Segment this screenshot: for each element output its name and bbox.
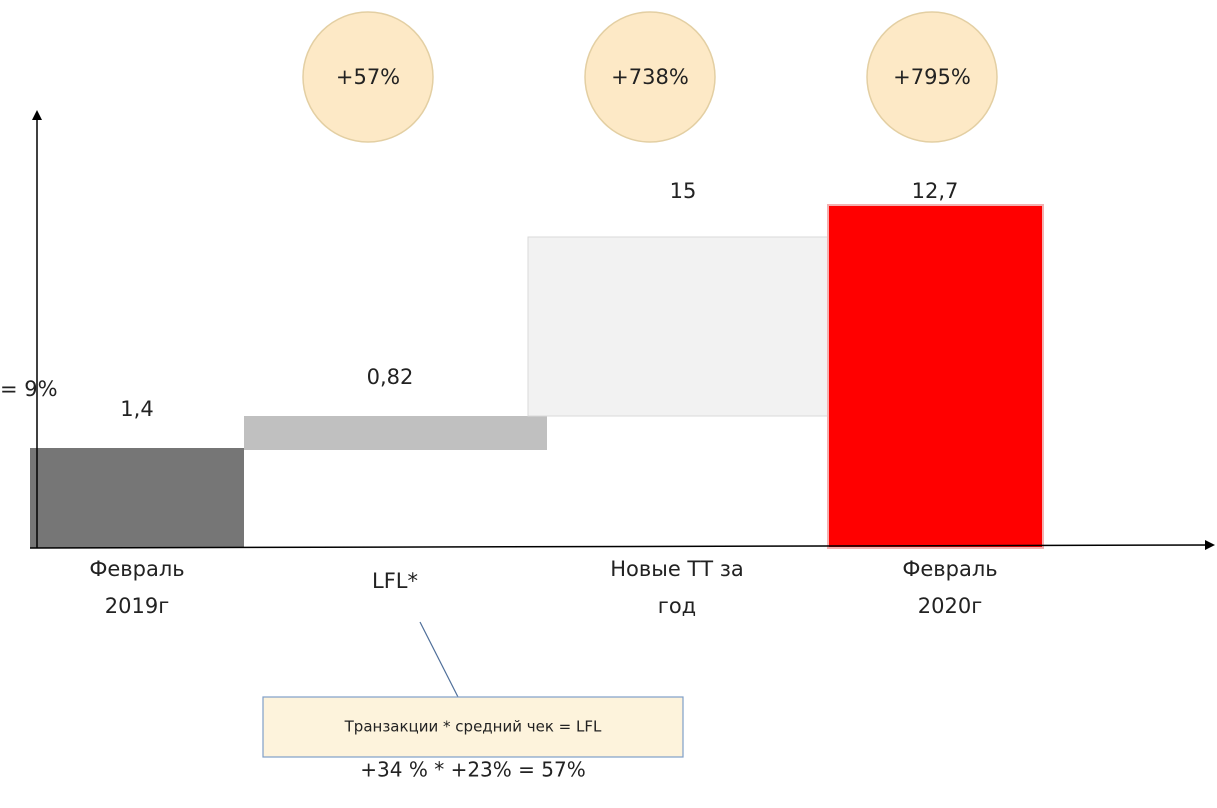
bar-label: 1,4 [120, 397, 153, 421]
category-label: 2020г [918, 594, 982, 618]
category-label: год [658, 594, 696, 618]
category-label: LFL* [372, 569, 418, 593]
formula: +34 % * +23% = 57% [360, 758, 585, 782]
bar-label: 12,7 [912, 179, 959, 203]
bar [30, 448, 244, 548]
bar-label: 15 [670, 179, 697, 203]
category-label: Новые ТТ за [610, 557, 744, 581]
circles: +57% +738% +795% [302, 11, 998, 143]
callout-line [419, 621, 459, 698]
circle-label: +795% [893, 65, 971, 89]
circle [302, 11, 434, 143]
circle [584, 11, 716, 143]
side-note: = 9% [0, 377, 58, 401]
callout-text: Транзакции * средний чек = LFL [344, 718, 602, 736]
bar [527, 236, 829, 417]
category-label: 2019г [105, 594, 169, 618]
callout-box [262, 696, 684, 758]
circle [866, 11, 998, 143]
bar-label: 0,82 [367, 365, 414, 389]
circle-label: +738% [611, 65, 689, 89]
category-label: Февраль [902, 557, 997, 581]
category-label: Февраль [89, 557, 184, 581]
circle-label: +57% [336, 65, 400, 89]
bar [827, 204, 1044, 549]
bar [244, 416, 547, 450]
x-axis [29, 540, 1215, 551]
